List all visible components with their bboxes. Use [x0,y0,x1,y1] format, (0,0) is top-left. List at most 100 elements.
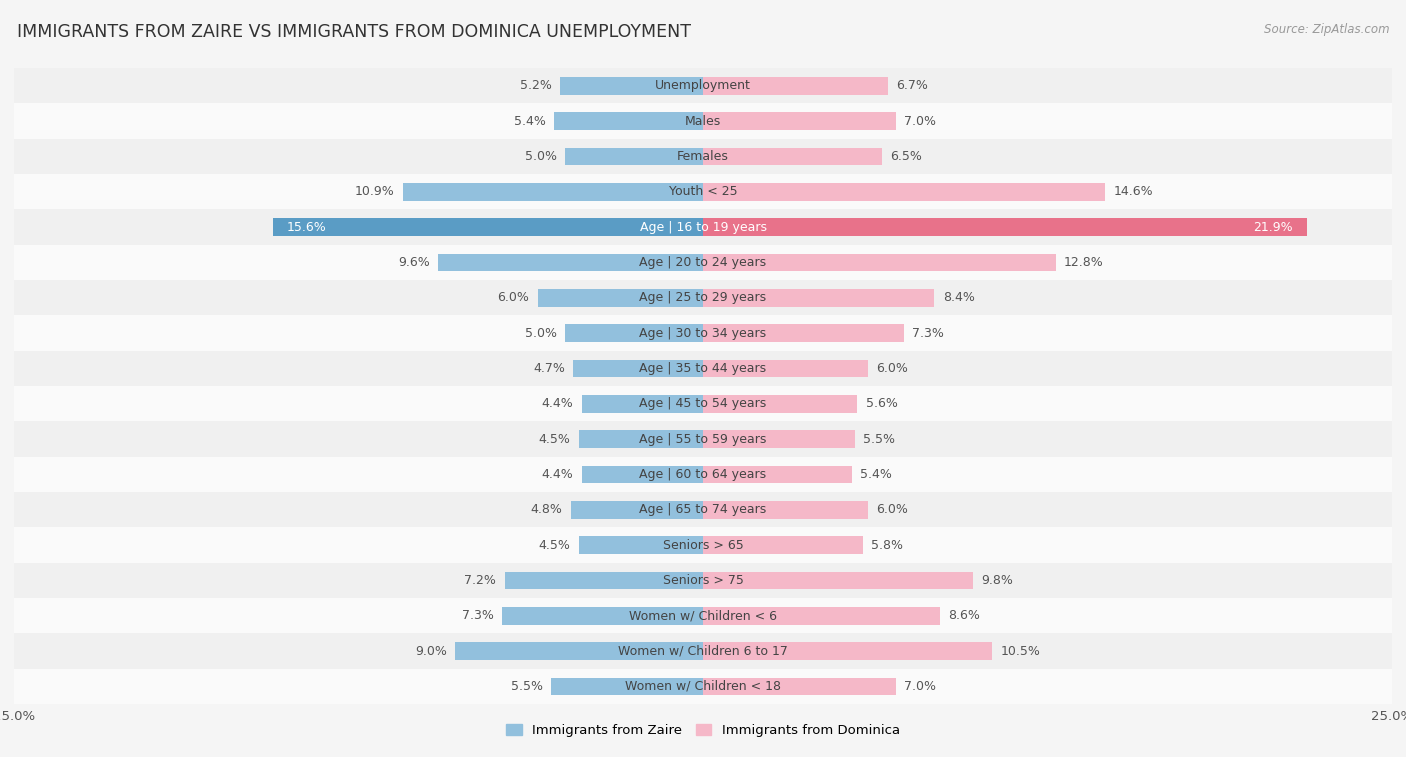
Text: 6.0%: 6.0% [498,291,530,304]
Text: 5.8%: 5.8% [872,538,903,552]
Text: 7.3%: 7.3% [461,609,494,622]
Text: Age | 55 to 59 years: Age | 55 to 59 years [640,432,766,446]
Text: 9.6%: 9.6% [398,256,430,269]
Text: Women w/ Children 6 to 17: Women w/ Children 6 to 17 [619,644,787,658]
Bar [14,562,1392,598]
Text: 5.4%: 5.4% [515,114,546,128]
Text: Women w/ Children < 6: Women w/ Children < 6 [628,609,778,622]
Bar [565,324,703,342]
Text: 8.6%: 8.6% [948,609,980,622]
Text: Seniors > 65: Seniors > 65 [662,538,744,552]
Bar [14,174,1392,210]
Text: 6.0%: 6.0% [876,503,908,516]
Text: Age | 35 to 44 years: Age | 35 to 44 years [640,362,766,375]
Bar [703,536,863,554]
Text: 6.5%: 6.5% [890,150,922,163]
Bar [703,572,973,589]
Bar [502,607,703,625]
Text: Age | 25 to 29 years: Age | 25 to 29 years [640,291,766,304]
Text: 5.0%: 5.0% [524,326,557,340]
Text: Age | 60 to 64 years: Age | 60 to 64 years [640,468,766,481]
Text: 10.9%: 10.9% [354,185,394,198]
Text: 5.6%: 5.6% [866,397,897,410]
Text: 7.3%: 7.3% [912,326,945,340]
Text: 5.0%: 5.0% [524,150,557,163]
Bar [14,634,1392,668]
Text: Age | 45 to 54 years: Age | 45 to 54 years [640,397,766,410]
Bar [571,501,703,519]
Text: 12.8%: 12.8% [1064,256,1104,269]
Bar [565,148,703,165]
Bar [703,183,1105,201]
Text: Women w/ Children < 18: Women w/ Children < 18 [626,680,780,693]
Text: Seniors > 75: Seniors > 75 [662,574,744,587]
Bar [14,528,1392,562]
Text: 4.5%: 4.5% [538,538,571,552]
Bar [703,112,896,130]
Text: 4.4%: 4.4% [541,468,574,481]
Bar [14,386,1392,422]
Bar [703,466,852,483]
Bar [582,395,703,413]
Text: 4.5%: 4.5% [538,432,571,446]
Bar [14,104,1392,139]
Bar [703,289,935,307]
Bar [560,77,703,95]
Bar [574,360,703,377]
Bar [703,218,1306,236]
Bar [703,607,941,625]
Text: Age | 20 to 24 years: Age | 20 to 24 years [640,256,766,269]
Bar [14,456,1392,492]
Text: 8.4%: 8.4% [943,291,974,304]
Bar [554,112,703,130]
Text: 5.4%: 5.4% [860,468,891,481]
Bar [703,360,869,377]
Text: Age | 30 to 34 years: Age | 30 to 34 years [640,326,766,340]
Text: 6.7%: 6.7% [896,79,928,92]
Bar [14,280,1392,316]
Text: Females: Females [678,150,728,163]
Bar [537,289,703,307]
Bar [703,430,855,448]
Text: 21.9%: 21.9% [1253,220,1292,234]
Text: 10.5%: 10.5% [1001,644,1040,658]
Text: 7.2%: 7.2% [464,574,496,587]
Bar [582,466,703,483]
Bar [14,492,1392,528]
Bar [551,678,703,695]
Bar [579,536,703,554]
Bar [703,678,896,695]
Bar [14,668,1392,704]
Bar [579,430,703,448]
Text: 4.8%: 4.8% [530,503,562,516]
Bar [14,139,1392,174]
Bar [703,395,858,413]
Text: 5.5%: 5.5% [512,680,543,693]
Text: 6.0%: 6.0% [876,362,908,375]
Bar [703,324,904,342]
Text: 4.4%: 4.4% [541,397,574,410]
Text: IMMIGRANTS FROM ZAIRE VS IMMIGRANTS FROM DOMINICA UNEMPLOYMENT: IMMIGRANTS FROM ZAIRE VS IMMIGRANTS FROM… [17,23,690,41]
Text: 7.0%: 7.0% [904,680,936,693]
Text: Source: ZipAtlas.com: Source: ZipAtlas.com [1264,23,1389,36]
Text: 15.6%: 15.6% [287,220,326,234]
Text: Age | 16 to 19 years: Age | 16 to 19 years [640,220,766,234]
Text: 7.0%: 7.0% [904,114,936,128]
Text: Males: Males [685,114,721,128]
Bar [402,183,703,201]
Bar [14,68,1392,104]
Text: 9.8%: 9.8% [981,574,1014,587]
Bar [14,422,1392,456]
Text: 4.7%: 4.7% [533,362,565,375]
Bar [273,218,703,236]
Text: Youth < 25: Youth < 25 [669,185,737,198]
Bar [14,350,1392,386]
Bar [14,210,1392,245]
Text: 9.0%: 9.0% [415,644,447,658]
Bar [703,501,869,519]
Text: 5.2%: 5.2% [520,79,551,92]
Bar [14,598,1392,634]
Legend: Immigrants from Zaire, Immigrants from Dominica: Immigrants from Zaire, Immigrants from D… [501,718,905,742]
Text: 5.5%: 5.5% [863,432,894,446]
Text: Unemployment: Unemployment [655,79,751,92]
